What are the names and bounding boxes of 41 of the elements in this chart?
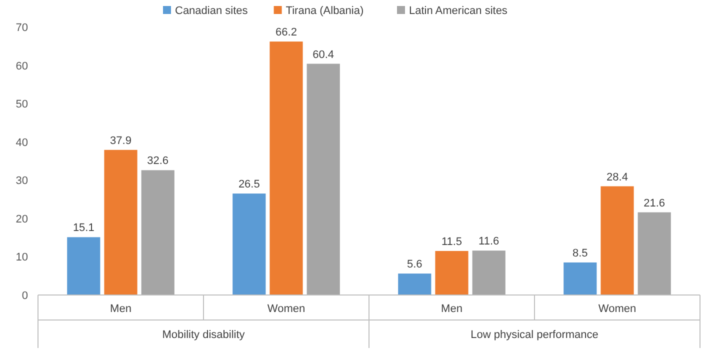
y-tick-label: 40 [16, 136, 28, 149]
y-tick-label: 60 [16, 60, 28, 72]
legend-label: Latin American sites [409, 5, 508, 17]
y-tick-label: 20 [16, 213, 28, 226]
bar [564, 262, 597, 295]
data-label: 28.4 [606, 171, 628, 184]
data-label: 8.5 [572, 247, 588, 260]
x-tick-label: Women [267, 303, 306, 315]
y-tick-label: 30 [16, 175, 28, 188]
bar [472, 250, 506, 295]
data-label: 60.4 [312, 48, 334, 61]
legend-label: Canadian sites [175, 5, 248, 17]
data-label: 37.9 [110, 134, 132, 147]
x-tick-label: Men [441, 303, 462, 315]
bar [435, 250, 468, 295]
bar [600, 186, 634, 295]
bar [270, 42, 303, 295]
bar [398, 274, 432, 295]
data-label: 15.1 [72, 222, 94, 234]
text: Mobility disability [162, 329, 246, 341]
bar [306, 64, 340, 295]
data-label: 66.2 [276, 26, 297, 39]
y-tick-label: 70 [16, 22, 28, 34]
y-tick-label: 0 [22, 290, 28, 302]
bar [141, 170, 174, 295]
bar [104, 150, 138, 295]
data-label: 26.5 [238, 178, 260, 191]
data-label: 32.6 [147, 155, 169, 168]
bar [67, 237, 100, 295]
y-tick-label: 10 [16, 252, 28, 264]
x-tick-label: Men [110, 303, 132, 315]
data-label: 5.6 [407, 258, 422, 271]
data-label: 11.6 [478, 236, 500, 248]
bar [232, 194, 266, 295]
y-tick-label: 50 [16, 98, 28, 111]
data-label: 21.6 [644, 197, 666, 210]
data-label: 11.5 [441, 236, 462, 248]
bar [638, 212, 671, 295]
text: Low physical performance [470, 329, 598, 341]
legend-label: Tirana (Albania) [286, 5, 364, 17]
x-tick-label: Women [598, 303, 636, 315]
